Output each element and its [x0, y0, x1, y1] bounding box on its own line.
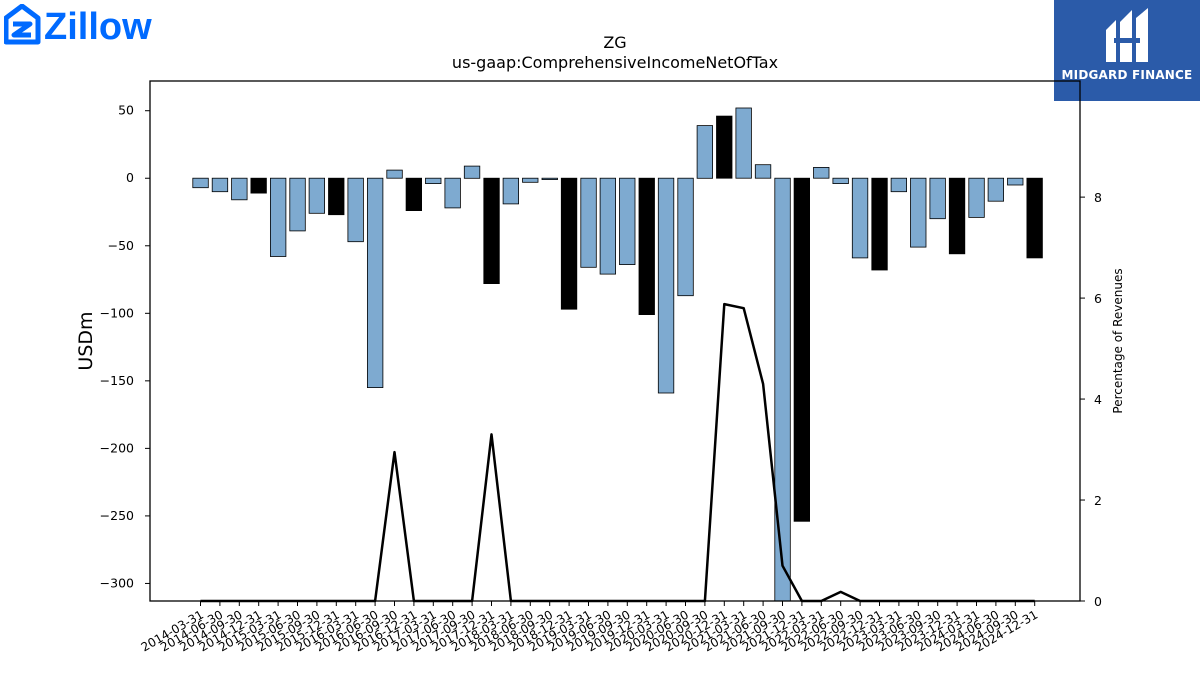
bar: [910, 177, 927, 248]
bar: [541, 177, 558, 180]
bar: [987, 177, 1004, 202]
bar: [328, 177, 345, 216]
bar: [696, 125, 713, 179]
bar: [211, 177, 229, 193]
y2-axis-label: Percentage of Revenues: [1111, 268, 1125, 413]
bar: [444, 177, 461, 209]
chart-title: ZG: [603, 33, 626, 52]
bar: [677, 177, 694, 297]
bar: [425, 177, 442, 184]
bar: [793, 177, 810, 522]
bar: [483, 177, 500, 284]
bar: [405, 177, 423, 211]
bar: [871, 177, 888, 271]
y-tick-label: −300: [100, 575, 134, 590]
bar: [929, 177, 946, 220]
bar-group: [192, 107, 1043, 602]
y2-axis: 0 2 4 6 8: [1080, 190, 1102, 609]
zillow-house-icon: [4, 4, 41, 45]
y-axis-label: USDm: [75, 311, 97, 370]
bar: [657, 177, 675, 394]
bar: [774, 177, 791, 602]
bar: [716, 115, 733, 179]
bar: [1026, 177, 1043, 259]
bar: [366, 177, 384, 388]
bar: [386, 169, 403, 179]
bar: [308, 177, 326, 214]
y-tick-label: 50: [118, 103, 134, 118]
bar: [890, 177, 907, 193]
bar: [599, 177, 616, 275]
y2-tick-label: 6: [1094, 291, 1102, 306]
bar: [502, 177, 520, 205]
y2-tick-label: 2: [1094, 493, 1102, 508]
x-axis: 2014-03-312014-06-302014-09-302014-12-31…: [139, 601, 1040, 654]
bar: [948, 177, 966, 255]
y-tick-label: 0: [126, 170, 134, 185]
bar: [192, 177, 209, 189]
midgard-wordmark: MIDGARD FINANCE: [1061, 68, 1193, 82]
y-tick-label: −250: [100, 508, 134, 523]
bar: [580, 177, 597, 268]
zillow-wordmark: Zillow: [44, 6, 152, 46]
y2-tick-label: 8: [1094, 190, 1102, 205]
bar: [560, 177, 578, 310]
y-tick-label: −100: [100, 305, 134, 320]
y-tick-label: −150: [100, 373, 134, 388]
chart-subtitle: us-gaap:ComprehensiveIncomeNetOfTax: [452, 53, 778, 72]
pct-revenue-line: [200, 302, 1035, 603]
midgard-logo-icon: [1106, 8, 1148, 62]
zillow-logo: Zillow: [4, 4, 152, 46]
bar: [289, 177, 306, 232]
bar: [269, 177, 287, 257]
y-axis: 50 0 −50 −100 −150 −200 −250 −300: [100, 103, 150, 590]
bar: [1007, 177, 1024, 186]
y-tick-label: −200: [100, 440, 134, 455]
bar: [250, 177, 267, 194]
bar: [813, 166, 830, 179]
bar: [968, 177, 985, 218]
midgard-finance-logo: MIDGARD FINANCE: [1054, 0, 1200, 101]
bar: [231, 177, 248, 201]
bar: [851, 177, 869, 259]
y-tick-label: −50: [108, 238, 134, 253]
bar: [619, 177, 636, 265]
bar: [638, 177, 655, 315]
y2-tick-label: 0: [1094, 594, 1102, 609]
bar: [463, 165, 481, 179]
bar: [832, 177, 849, 184]
bar: [347, 177, 364, 243]
plot-frame: [149, 80, 1081, 602]
y2-tick-label: 4: [1094, 392, 1102, 407]
bar: [522, 177, 539, 183]
bar: [735, 107, 752, 179]
bar: [754, 164, 772, 179]
